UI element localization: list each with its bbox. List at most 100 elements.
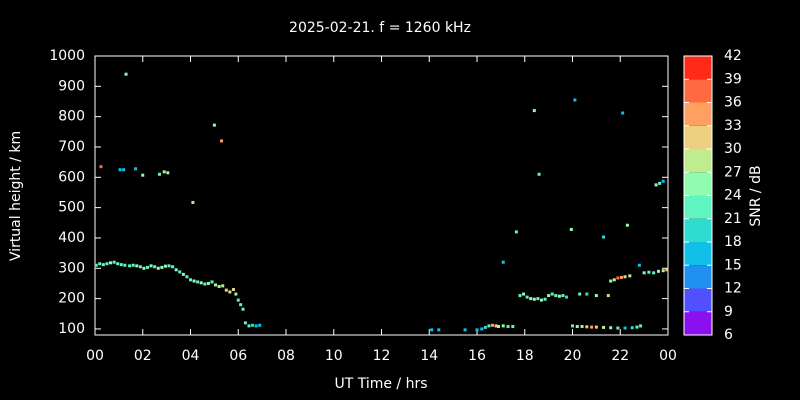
- data-point: [529, 297, 533, 301]
- data-point: [573, 98, 577, 102]
- data-point: [642, 271, 646, 275]
- x-tick-label: 12: [373, 348, 391, 364]
- data-point: [585, 292, 589, 296]
- data-point: [511, 325, 515, 329]
- data-point: [525, 295, 529, 299]
- data-point: [621, 111, 625, 115]
- data-point: [543, 297, 547, 301]
- data-point: [637, 263, 641, 267]
- data-point: [661, 179, 665, 183]
- data-point: [630, 326, 634, 330]
- colorbar-tick-label: 21: [724, 211, 742, 227]
- data-point: [192, 279, 196, 283]
- data-point: [189, 278, 192, 282]
- data-point: [480, 327, 484, 331]
- colorbar-band: [684, 125, 712, 149]
- y-tick-label: 300: [58, 260, 85, 276]
- data-point: [210, 280, 214, 284]
- data-point: [635, 325, 639, 329]
- y-tick-label: 600: [58, 169, 85, 185]
- data-point: [138, 265, 142, 269]
- data-point: [578, 292, 582, 296]
- data-point: [628, 274, 632, 278]
- colorbar-tick-label: 36: [724, 95, 742, 111]
- data-point: [656, 269, 660, 273]
- data-point: [609, 279, 613, 283]
- data-point: [128, 264, 132, 268]
- data-point: [594, 294, 598, 298]
- colorbar-band: [684, 195, 712, 219]
- data-point: [236, 298, 240, 302]
- y-tick-label: 1000: [49, 48, 85, 64]
- data-point: [146, 265, 150, 269]
- data-point: [124, 72, 128, 76]
- data-point: [203, 282, 207, 286]
- colorbar-band: [684, 102, 712, 126]
- data-point: [652, 271, 656, 275]
- data-point: [536, 297, 540, 301]
- colorbar-tick-label: 24: [724, 188, 742, 204]
- data-point: [167, 264, 171, 268]
- y-tick-label: 800: [58, 109, 85, 125]
- chart-title: 2025-02-21. f = 1260 kHz: [289, 20, 471, 36]
- y-tick-label: 900: [58, 78, 85, 94]
- data-point: [163, 264, 167, 268]
- x-axis-label: UT Time / hrs: [334, 376, 427, 392]
- colorbar-band: [684, 311, 712, 335]
- data-point: [224, 288, 228, 292]
- data-point: [241, 307, 245, 311]
- x-tick-label: 04: [182, 348, 200, 364]
- data-point: [501, 260, 505, 264]
- data-point: [239, 303, 243, 307]
- data-point: [647, 270, 651, 274]
- data-point: [661, 269, 665, 273]
- data-point: [623, 326, 627, 330]
- x-tick-label: 08: [277, 348, 295, 364]
- x-tick-label: 14: [420, 348, 438, 364]
- data-point: [196, 280, 200, 284]
- data-point: [221, 284, 225, 288]
- data-point: [585, 325, 589, 329]
- colorbar-label: SNR / dB: [748, 165, 764, 226]
- data-point: [220, 139, 224, 143]
- colorbar-band: [684, 149, 712, 173]
- data-point: [619, 275, 623, 279]
- y-tick-label: 400: [58, 230, 85, 246]
- data-point: [475, 328, 479, 332]
- colorbar-band: [684, 172, 712, 196]
- data-point: [606, 294, 610, 298]
- colorbar-band: [684, 242, 712, 266]
- data-point: [258, 323, 262, 327]
- data-point: [463, 328, 467, 332]
- data-point: [491, 323, 495, 327]
- x-tick-label: 06: [229, 348, 247, 364]
- data-point: [665, 268, 669, 272]
- data-point: [243, 321, 247, 325]
- data-point: [571, 324, 574, 328]
- x-tick-label: 16: [468, 348, 486, 364]
- colorbar-tick-label: 12: [724, 281, 742, 297]
- colorbar-band: [684, 288, 712, 312]
- data-point: [658, 181, 662, 185]
- data-point: [109, 261, 113, 265]
- y-tick-label: 700: [58, 139, 85, 155]
- data-point: [118, 168, 122, 172]
- data-point: [234, 292, 238, 296]
- y-tick-label: 200: [58, 291, 85, 307]
- x-tick-label: 22: [611, 348, 629, 364]
- data-point: [501, 324, 505, 328]
- colorbar-tick-label: 30: [724, 141, 742, 157]
- data-point: [547, 294, 551, 298]
- data-point: [166, 171, 170, 175]
- data-point: [199, 281, 203, 285]
- colorbar-tick-label: 9: [724, 304, 733, 320]
- data-point: [518, 294, 522, 298]
- data-point: [178, 270, 182, 274]
- data-point: [602, 235, 606, 239]
- data-point: [532, 297, 536, 301]
- data-point: [609, 326, 613, 330]
- data-point: [123, 263, 127, 267]
- y-tick-label: 500: [58, 200, 85, 216]
- data-point: [231, 288, 235, 292]
- data-point: [116, 262, 120, 266]
